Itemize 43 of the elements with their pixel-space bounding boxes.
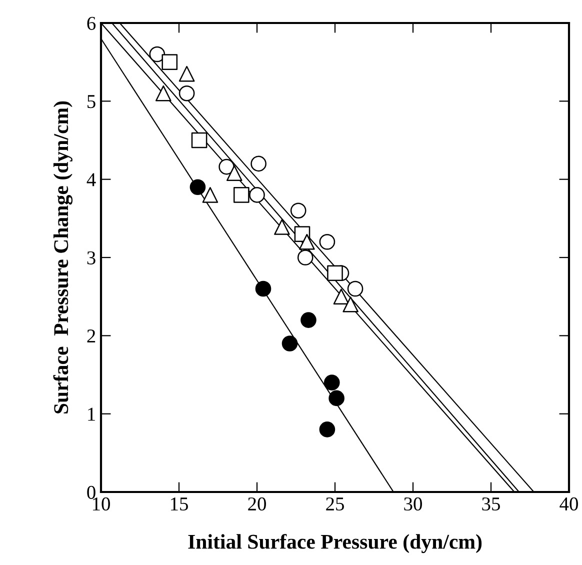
point <box>299 234 315 250</box>
x-tick-label: 25 <box>326 497 344 511</box>
x-tick-label: 35 <box>482 497 500 511</box>
point <box>178 66 195 82</box>
point <box>249 187 265 203</box>
y-tick-label: 5 <box>88 95 96 108</box>
x-tick-label: 10 <box>92 497 110 511</box>
point <box>190 179 206 196</box>
point <box>347 280 364 297</box>
x-tick-label: 20 <box>248 497 266 511</box>
point <box>300 312 316 328</box>
y-tick-label: 0 <box>87 486 96 499</box>
point <box>328 390 344 406</box>
x-tick-label: 30 <box>404 497 422 511</box>
x-tick-label: 40 <box>560 497 578 511</box>
point <box>255 280 272 297</box>
point <box>297 250 314 266</box>
y-tick-label: 4 <box>86 173 96 186</box>
point <box>191 132 208 148</box>
point <box>342 296 359 312</box>
point <box>282 336 298 352</box>
point <box>226 165 242 181</box>
point <box>202 187 218 203</box>
point <box>319 234 336 250</box>
point <box>327 265 343 282</box>
y-tick-label: 3 <box>87 251 96 264</box>
point <box>333 288 350 304</box>
point <box>250 156 266 172</box>
y-tick-label: 6 <box>87 16 96 30</box>
point <box>274 219 290 235</box>
point <box>218 158 234 175</box>
point <box>319 422 336 438</box>
x-tick-label: 15 <box>170 498 188 511</box>
point <box>233 187 250 203</box>
point <box>162 54 178 70</box>
point <box>290 202 306 219</box>
y-tick-label: 1 <box>88 408 95 421</box>
y-tick-label: 2 <box>87 330 96 342</box>
x-axis-title: Initial Surface Pressure (dyn/cm) <box>188 534 482 554</box>
point <box>155 85 172 102</box>
point <box>324 374 340 390</box>
y-axis-title: Surface Pressure Change (dyn/cm) <box>53 101 73 414</box>
point <box>178 85 195 102</box>
